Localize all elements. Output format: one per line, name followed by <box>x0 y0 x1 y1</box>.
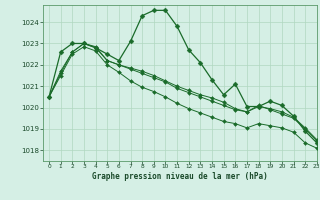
X-axis label: Graphe pression niveau de la mer (hPa): Graphe pression niveau de la mer (hPa) <box>92 172 268 181</box>
